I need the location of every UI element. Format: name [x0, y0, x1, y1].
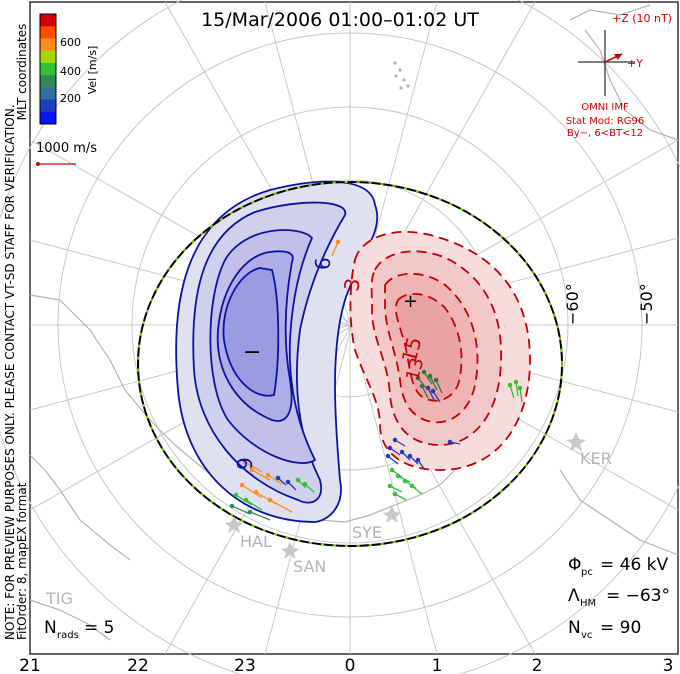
model-line-1: Stat Mod: RG96	[566, 116, 645, 127]
station-label-sye: SYE	[352, 523, 382, 542]
velocity-vectors	[229, 239, 523, 521]
scale-vector-label: 1000 m/s	[36, 141, 97, 156]
station-label-ker: KER	[580, 449, 612, 468]
contour-label-neg-6: 6	[311, 257, 335, 270]
coast-islands	[393, 61, 410, 90]
colorbar-cell	[40, 111, 56, 125]
lat-label-60: −60°	[563, 283, 582, 325]
velocity-colorbar: 600 400 200 Vel [m/s]	[39, 13, 99, 125]
imf-by-label: +Y	[627, 57, 643, 70]
station-label-hal: HAL	[240, 532, 272, 551]
svg-text:N: N	[568, 618, 581, 638]
svg-text:= 46 kV: = 46 kV	[600, 555, 669, 575]
coord-system-label: MLT coordinates	[15, 24, 29, 121]
latitude-labels: −60° −50°	[563, 283, 656, 325]
colorbar-tick-200: 200	[60, 92, 81, 105]
imf-bz-label: +Z (10 nT)	[612, 12, 672, 25]
mlt-label-3: 3	[663, 656, 674, 674]
negative-potential-marker: −	[243, 340, 261, 365]
svg-text:vc: vc	[581, 630, 592, 641]
stat-n-rads: N rads = 5	[44, 618, 114, 641]
svg-text:= 5: = 5	[84, 618, 114, 638]
map-statistics: Φ pc = 46 kV Λ HM = −63° N vc = 90 N rad…	[44, 555, 670, 641]
colorbar-cell	[40, 26, 56, 39]
svg-text:Φ: Φ	[568, 555, 581, 575]
model-line-2: By−, 6<BT<12	[567, 128, 643, 139]
svg-text:= 90: = 90	[600, 618, 641, 638]
colorbar-tick-600: 600	[60, 36, 81, 49]
stat-phi-pc: Φ pc = 46 kV	[568, 555, 669, 578]
contour-label-neg-9: 9	[233, 457, 257, 470]
stat-lambda-hm: Λ HM = −63°	[568, 586, 670, 609]
svg-text:rads: rads	[57, 630, 79, 641]
mlt-label-2: 2	[532, 656, 543, 674]
side-notes: NOTE: FOR PREVIEW PURPOSES ONLY. PLEASE …	[3, 24, 29, 640]
mlt-label-1: 1	[432, 656, 443, 674]
potential-labels: − + 6 9 3 15 13	[233, 257, 428, 470]
mlt-label-0: 0	[345, 656, 356, 674]
svg-text:N: N	[44, 618, 57, 638]
colorbar-cell	[40, 14, 56, 27]
scale-vector: 1000 m/s	[36, 141, 97, 166]
mlt-label-23: 23	[234, 656, 256, 674]
map-title: 15/Mar/2006 01:00–01:02 UT	[201, 9, 479, 31]
note-preview: NOTE: FOR PREVIEW PURPOSES ONLY. PLEASE …	[3, 104, 17, 640]
mlt-label-21: 21	[19, 656, 41, 674]
hm-boundary	[137, 181, 563, 547]
colorbar-label: Vel [m/s]	[86, 46, 99, 95]
stat-n-vc: N vc = 90	[568, 618, 641, 641]
svg-text:= −63°: = −63°	[606, 586, 670, 606]
imf-source: OMNI IMF	[581, 102, 629, 113]
lat-label-50: −50°	[637, 283, 656, 325]
svg-text:Λ: Λ	[568, 586, 580, 606]
svg-text:pc: pc	[581, 567, 593, 578]
station-label-san: SAN	[293, 557, 326, 576]
mlt-label-22: 22	[127, 656, 149, 674]
colorbar-cell	[40, 50, 56, 64]
negative-cell	[175, 180, 379, 523]
station-labels: KER HAL SYE SAN TIG	[45, 449, 612, 608]
positive-potential-marker: +	[403, 291, 418, 312]
imf-indicator: +Z (10 nT) +Y OMNI IMF Stat Mod: RG96 By…	[566, 12, 672, 139]
colorbar-cell	[40, 75, 56, 88]
colorbar-tick-400: 400	[60, 65, 81, 78]
note-fit-order: FitOrder: 8, mapEX format	[15, 482, 29, 640]
colorbar-cell	[40, 87, 56, 101]
mlt-axis-labels: 21 22 23 0 1 2 3	[19, 656, 673, 674]
svg-text:HM: HM	[580, 598, 596, 609]
colorbar-cell	[40, 62, 56, 76]
colorbar-cell	[40, 99, 56, 113]
positive-cell	[349, 230, 531, 471]
station-markers	[225, 432, 586, 559]
station-label-tig: TIG	[45, 589, 73, 608]
colorbar-cell	[40, 38, 56, 52]
contour-label-pos-3: 3	[339, 276, 365, 293]
